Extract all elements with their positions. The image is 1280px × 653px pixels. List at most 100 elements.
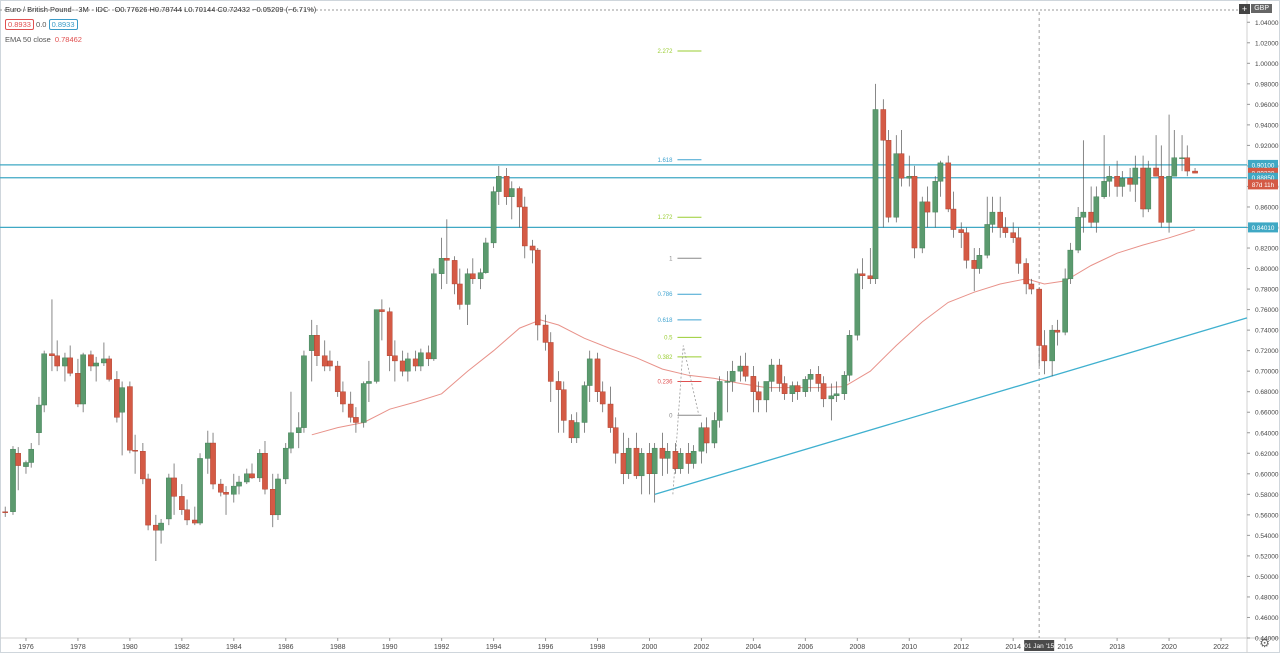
candle-body (166, 477, 172, 520)
candle-body (10, 448, 16, 512)
candle-body (815, 374, 822, 384)
candle (470, 258, 476, 284)
candle (989, 196, 996, 233)
candle (841, 371, 848, 400)
candle (724, 371, 731, 413)
candle (555, 371, 562, 433)
candle (327, 350, 333, 372)
candle-body (145, 478, 151, 526)
bid-chip[interactable]: 0.8933 (5, 19, 34, 30)
candle (672, 443, 679, 474)
x-tick-label: 2010 (901, 644, 917, 651)
candle (1028, 278, 1035, 295)
candle-body (586, 358, 593, 386)
gear-icon[interactable]: ⚙ (1259, 636, 1270, 650)
candle-body (937, 162, 944, 182)
candle (1106, 165, 1113, 197)
candle (1184, 145, 1191, 177)
price-label-text: 0.84010 (1252, 225, 1275, 232)
candle-body (1171, 157, 1178, 177)
candle-body (1158, 175, 1165, 223)
y-tick-label: 0.70000 (1255, 369, 1279, 376)
candle (997, 196, 1003, 238)
candle-body (807, 374, 814, 380)
candle-body (392, 355, 398, 362)
candle (236, 475, 242, 495)
candle (612, 417, 619, 464)
candle-body (711, 420, 718, 444)
candle (301, 350, 307, 433)
candle-body (184, 509, 190, 521)
candle (919, 196, 926, 254)
candle-body (880, 109, 887, 141)
currency-badge[interactable]: GBP (1251, 4, 1272, 13)
candle (750, 366, 757, 413)
candle-body (1088, 211, 1094, 223)
candle (885, 130, 892, 223)
candle (197, 453, 203, 526)
candle (314, 325, 320, 367)
candle-body (218, 483, 224, 493)
spread-value: 0.0 (36, 20, 47, 29)
candle (906, 155, 913, 187)
candle (820, 376, 827, 408)
candle-body (911, 175, 918, 249)
candle (763, 381, 770, 413)
candle-body (859, 273, 866, 276)
candle (262, 440, 268, 495)
y-tick-label: 0.96000 (1255, 102, 1279, 109)
candle-body (820, 383, 827, 400)
candle (256, 449, 263, 483)
candle-body (646, 453, 653, 475)
candle (210, 432, 216, 490)
candle-body (301, 355, 307, 428)
y-tick-label: 0.58000 (1255, 492, 1279, 499)
candle (106, 355, 112, 382)
candle (1067, 242, 1074, 284)
candle (503, 167, 510, 205)
candle (10, 446, 16, 515)
candle (477, 268, 484, 290)
candle (119, 381, 125, 456)
candle-body (223, 492, 229, 495)
indicator-row[interactable]: EMA 50 close 0.78462 (5, 35, 82, 44)
candle (794, 381, 801, 400)
fib-level-label: 0.236 (657, 379, 673, 385)
candle-body (1166, 175, 1172, 223)
candle-body (755, 391, 762, 401)
symbol-title[interactable]: Euro / British Pound · 3M · IDC (5, 5, 109, 14)
candle-body (360, 383, 367, 423)
candle (690, 445, 697, 469)
x-tick-label: 1992 (434, 644, 450, 651)
plus-icon[interactable]: + (1239, 4, 1250, 14)
quote-row: 0.8933 0.0 0.8933 (5, 19, 78, 30)
candle-body (521, 206, 528, 247)
candle-body (932, 181, 939, 213)
candle-body (231, 485, 237, 495)
candle-body (854, 273, 861, 336)
candle-body (412, 358, 419, 367)
candle (373, 309, 380, 384)
candle-body (919, 201, 926, 249)
x-tick-label: 2008 (850, 644, 866, 651)
ask-chip[interactable]: 0.8933 (48, 19, 78, 30)
candle-body (379, 309, 385, 312)
candle (815, 366, 822, 392)
candle-body (399, 360, 406, 372)
price-label-box (1248, 159, 1278, 170)
candle-body (724, 381, 731, 383)
candle-body (703, 427, 710, 444)
candle-body (314, 335, 320, 356)
y-tick-label: 0.48000 (1255, 594, 1279, 601)
candle (321, 340, 328, 372)
candle-body (560, 389, 567, 421)
candle (308, 319, 315, 382)
candle (15, 447, 21, 491)
candle-body (366, 381, 372, 384)
candle-body (828, 395, 835, 400)
candle (880, 99, 887, 228)
candle-body (737, 365, 744, 372)
x-tick-label: 1990 (382, 644, 398, 651)
